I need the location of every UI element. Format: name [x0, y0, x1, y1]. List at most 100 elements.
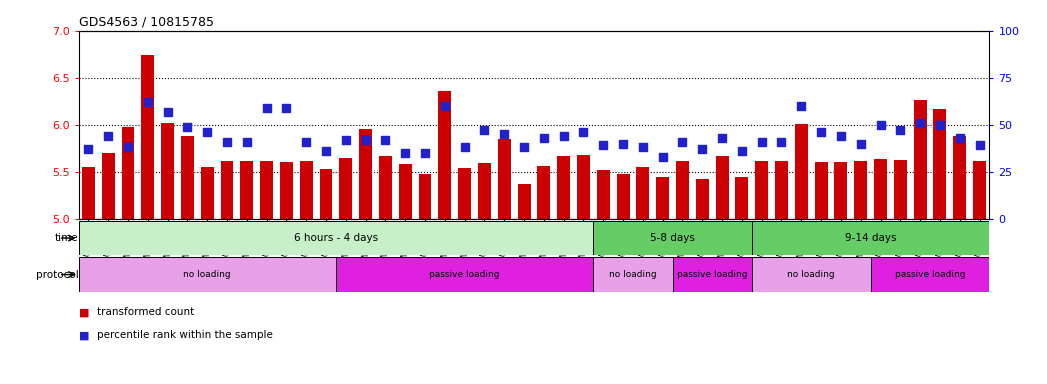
Point	[239, 139, 255, 145]
Bar	[517, 184, 531, 219]
Point	[179, 124, 196, 130]
Bar	[299, 161, 313, 219]
Bar	[79, 257, 336, 292]
Bar	[716, 156, 729, 219]
Point	[456, 144, 473, 151]
Bar	[359, 129, 372, 219]
Bar	[280, 162, 293, 219]
Point	[437, 103, 453, 109]
Bar	[79, 221, 594, 255]
Point	[139, 99, 156, 105]
Text: passive loading: passive loading	[677, 270, 748, 279]
Point	[654, 154, 671, 160]
Point	[595, 142, 611, 149]
Text: 6 hours - 4 days: 6 hours - 4 days	[294, 233, 378, 243]
Bar	[121, 127, 134, 219]
Text: passive loading: passive loading	[429, 270, 499, 279]
Bar	[537, 166, 551, 219]
Bar	[594, 221, 752, 255]
Point	[199, 129, 216, 136]
Bar	[834, 162, 847, 219]
Point	[832, 133, 849, 139]
Bar	[894, 160, 907, 219]
Point	[734, 148, 751, 154]
Bar	[141, 55, 154, 219]
Bar	[672, 257, 752, 292]
Point	[496, 131, 513, 137]
Point	[694, 146, 711, 152]
Point	[892, 127, 909, 134]
Point	[615, 141, 631, 147]
Point	[852, 141, 869, 147]
Text: no loading: no loading	[787, 270, 836, 279]
Point	[397, 150, 414, 156]
Bar	[735, 177, 749, 219]
Bar	[577, 155, 589, 219]
Text: time: time	[54, 233, 79, 243]
Bar	[399, 164, 411, 219]
Point	[555, 133, 572, 139]
Point	[357, 137, 374, 143]
Bar	[755, 161, 768, 219]
Bar	[696, 179, 709, 219]
Point	[297, 139, 314, 145]
Bar	[319, 169, 333, 219]
Bar	[419, 174, 431, 219]
Text: ■: ■	[79, 307, 89, 317]
Point	[932, 122, 949, 128]
Point	[279, 105, 295, 111]
Point	[793, 103, 809, 109]
Text: transformed count: transformed count	[97, 307, 195, 317]
Bar	[815, 162, 827, 219]
Bar	[953, 136, 966, 219]
Bar	[459, 168, 471, 219]
Point	[872, 122, 889, 128]
Bar	[339, 158, 352, 219]
Point	[575, 129, 592, 136]
Bar	[752, 221, 989, 255]
Point	[952, 135, 968, 141]
Bar	[617, 174, 629, 219]
Bar	[637, 167, 649, 219]
Point	[476, 127, 493, 134]
Bar	[201, 167, 214, 219]
Point	[259, 105, 275, 111]
Text: 9-14 days: 9-14 days	[845, 233, 896, 243]
Bar	[854, 161, 867, 219]
Bar	[597, 170, 609, 219]
Bar	[775, 161, 788, 219]
Point	[773, 139, 789, 145]
Bar	[379, 156, 392, 219]
Bar	[82, 167, 95, 219]
Point	[377, 137, 394, 143]
Point	[417, 150, 433, 156]
Bar	[914, 100, 927, 219]
Text: no loading: no loading	[609, 270, 656, 279]
Bar	[795, 124, 807, 219]
Bar	[221, 161, 233, 219]
Bar	[934, 109, 946, 219]
Bar	[497, 139, 511, 219]
Point	[80, 146, 96, 152]
Point	[535, 135, 552, 141]
Bar	[752, 257, 871, 292]
Bar	[241, 161, 253, 219]
Text: GDS4563 / 10815785: GDS4563 / 10815785	[79, 15, 214, 28]
Text: percentile rank within the sample: percentile rank within the sample	[97, 330, 273, 340]
Text: no loading: no loading	[183, 270, 231, 279]
Point	[912, 120, 929, 126]
Bar	[181, 136, 194, 219]
Bar	[557, 156, 571, 219]
Point	[634, 144, 651, 151]
Point	[972, 142, 988, 149]
Point	[317, 148, 334, 154]
Bar	[874, 159, 887, 219]
Bar	[439, 91, 451, 219]
Point	[119, 144, 136, 151]
Bar	[594, 257, 672, 292]
Point	[714, 135, 731, 141]
Bar	[478, 163, 491, 219]
Bar	[161, 123, 174, 219]
Bar	[336, 257, 594, 292]
Bar	[102, 153, 115, 219]
